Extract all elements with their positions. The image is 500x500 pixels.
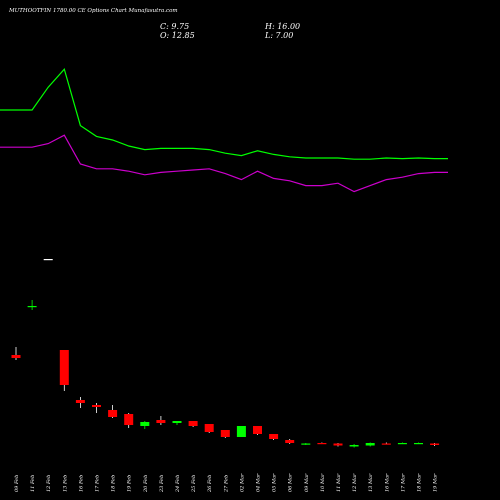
candle-body (253, 426, 262, 434)
candle (59, 350, 69, 391)
chart-title: MUTHOOTFIN 1780.00 CE Options Chart Muna… (9, 8, 178, 14)
candles (11, 259, 440, 448)
x-tick-label: 27 Feb (223, 475, 229, 493)
x-tick-label: 11 Mar (336, 473, 342, 492)
x-tick-label: 19 Feb (127, 475, 133, 492)
candle (253, 426, 262, 435)
candle (381, 442, 391, 445)
candle (301, 443, 311, 445)
low-value: L: 7.00 (265, 31, 294, 40)
candle-body (59, 350, 69, 385)
candle-body (285, 440, 295, 443)
candle-body (75, 400, 85, 403)
candle-body (333, 443, 343, 446)
candle-body (236, 426, 246, 437)
x-tick-label: 13 Mar (368, 473, 374, 492)
x-tick-label: 10 Mar (320, 473, 326, 492)
candle-body (365, 443, 375, 446)
x-tick-label: 09 Mar (304, 473, 310, 492)
x-axis: 09 Feb 11 Feb 12 Feb 13 Feb 16 Feb 17 Feb 18 F… (14, 473, 439, 493)
candle (236, 426, 246, 437)
candle-body (430, 443, 440, 445)
candle (11, 347, 21, 360)
candle (317, 442, 327, 445)
x-tick-label: 23 Feb (159, 475, 165, 493)
x-tick-label: 19 Mar (433, 473, 439, 492)
candle-body (27, 306, 37, 308)
candle-body (204, 424, 214, 432)
candle (414, 442, 423, 445)
candle-body (301, 443, 311, 445)
x-tick-label: 26 Feb (207, 475, 213, 493)
x-tick-label: 04 Mar (256, 473, 262, 492)
candle-body (124, 414, 134, 425)
candle-body (220, 430, 230, 437)
candle (172, 421, 182, 425)
candle-body (269, 434, 279, 439)
candle (108, 405, 118, 418)
x-tick-label: 11 Feb (30, 475, 36, 492)
candle-body (156, 420, 166, 423)
high-value: H: 16.00 (265, 22, 301, 31)
candle-body (349, 445, 359, 447)
candle-body (108, 410, 118, 417)
x-tick-label: 24 Feb (175, 475, 181, 493)
candle (269, 434, 279, 440)
candle-body (381, 443, 391, 445)
close-value: C: 9.75 (160, 22, 190, 31)
x-tick-label: 05 Mar (272, 473, 278, 492)
candle (140, 421, 150, 429)
candle (92, 403, 101, 413)
candle-body (414, 443, 423, 445)
candle (430, 443, 440, 446)
candle-body (140, 422, 150, 426)
candle (397, 442, 407, 445)
x-tick-label: 13 Feb (62, 475, 68, 492)
x-tick-label: 25 Feb (191, 475, 197, 493)
candle-body (397, 443, 407, 445)
x-tick-label: 09 Feb (14, 475, 20, 492)
candle (188, 421, 198, 427)
x-tick-label: 18 Mar (417, 473, 423, 492)
x-tick-label: 16 Mar (384, 473, 390, 492)
candle (75, 397, 85, 408)
overlay-line-2 (0, 134, 448, 193)
candle (220, 430, 230, 438)
candle (204, 424, 214, 433)
x-tick-label: 20 Feb (143, 475, 149, 493)
x-tick-label: 17 Feb (95, 475, 101, 492)
candle (156, 416, 166, 425)
candle (333, 443, 343, 447)
x-tick-label: 02 Mar (239, 473, 245, 492)
open-value: O: 12.85 (160, 31, 195, 40)
candle-body (172, 421, 182, 423)
candle-body (11, 355, 21, 358)
candle-body (188, 421, 198, 426)
x-tick-label: 12 Mar (352, 473, 358, 492)
x-tick-label: 12 Feb (46, 475, 52, 492)
candle-body (92, 405, 101, 407)
overlay-lines (0, 67, 448, 193)
candle (349, 444, 359, 448)
x-tick-label: 18 Feb (111, 475, 117, 492)
x-tick-label: 17 Mar (400, 473, 406, 492)
candle (124, 413, 134, 428)
candle (285, 439, 295, 444)
candle (43, 259, 53, 261)
overlay-line-1 (0, 67, 448, 160)
x-tick-label: 16 Feb (78, 475, 84, 492)
x-tick-label: 06 Mar (288, 473, 294, 492)
candle-body (317, 443, 327, 445)
candle-body (43, 259, 53, 261)
candle (365, 442, 375, 447)
candle (27, 300, 37, 310)
